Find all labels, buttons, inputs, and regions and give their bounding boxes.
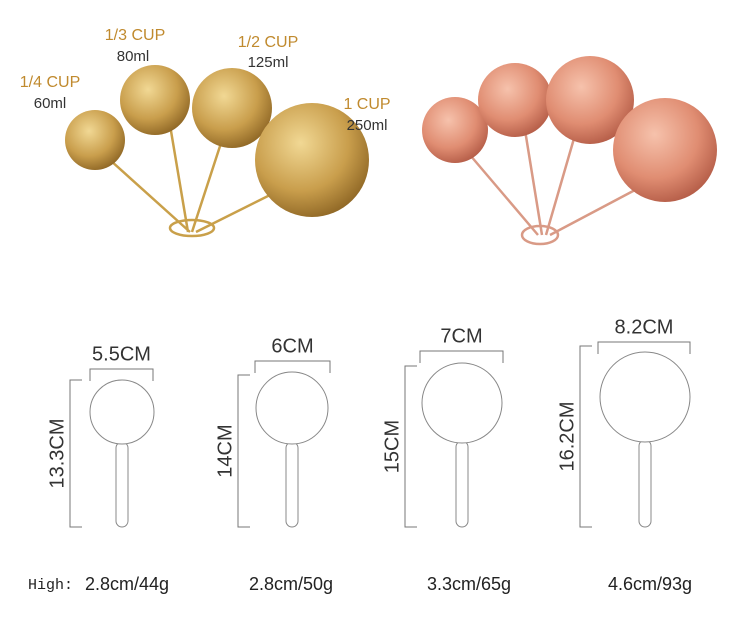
- width-bracket: [597, 341, 691, 354]
- cup-volume: 60ml: [34, 95, 67, 112]
- width-label: 5.5CM: [92, 343, 151, 365]
- cup-size: 1/2 CUP: [238, 34, 298, 51]
- dimension-diagrams: 5.5CM 13.3CM 2.8cm/44g 6CM 14CM 2.8cm/50g 7CM 1…: [46, 316, 692, 593]
- cup-volume: 250ml: [347, 117, 388, 134]
- cup-bowl: [599, 351, 691, 443]
- width-bracket: [419, 350, 504, 363]
- length-label: 16.2CM: [556, 401, 578, 471]
- high-label: High:: [28, 577, 73, 594]
- cup-size: 1/4 CUP: [20, 74, 80, 91]
- cup-bowl: [255, 371, 329, 445]
- cup-bowl: [89, 379, 155, 445]
- cup-size: 1 CUP: [343, 96, 390, 113]
- width-label: 6CM: [271, 335, 313, 357]
- length-bracket: [69, 379, 82, 528]
- weight-label: 3.3cm/65g: [427, 574, 511, 594]
- cup-size: 1/3 CUP: [105, 27, 165, 44]
- cup-bowl: [421, 362, 503, 444]
- width-label: 7CM: [440, 325, 482, 347]
- cup-handle: [455, 440, 469, 528]
- length-label: 13.3CM: [46, 418, 68, 488]
- weight-label: 2.8cm/50g: [249, 574, 333, 594]
- length-bracket: [404, 365, 417, 528]
- width-bracket: [89, 368, 154, 381]
- weight-label: 4.6cm/93g: [608, 574, 692, 594]
- copper-cups: [422, 56, 717, 246]
- cup-handle: [285, 441, 299, 528]
- cup-volume: 80ml: [117, 48, 150, 65]
- cup-handle: [638, 439, 652, 528]
- weight-label: 2.8cm/44g: [85, 574, 169, 594]
- width-label: 8.2CM: [615, 316, 674, 338]
- length-bracket: [579, 345, 592, 528]
- cup-volume: 125ml: [248, 54, 289, 71]
- width-bracket: [254, 360, 331, 373]
- cup-handle: [115, 441, 129, 528]
- gold-cups: [65, 65, 369, 238]
- length-label: 15CM: [381, 420, 403, 473]
- length-label: 14CM: [214, 424, 236, 477]
- length-bracket: [237, 374, 250, 528]
